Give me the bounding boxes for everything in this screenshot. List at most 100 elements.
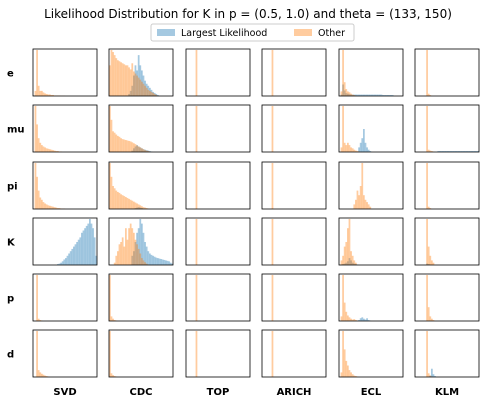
histogram-bar-largest [85,225,88,265]
histogram-bar-other [426,219,428,265]
histogram-bar-largest [451,151,454,152]
histogram-bar-other [144,207,146,209]
histogram-bar-other [355,150,357,152]
histogram-bar-other [271,331,274,377]
histogram-bar-largest [358,147,360,152]
histogram-bar-other [431,151,433,152]
histogram-bar-other [123,196,126,209]
panel-K-klm [414,217,480,266]
panel-background [109,274,173,321]
panel-d-top [185,329,251,378]
histogram-bar-largest [474,151,476,152]
histogram-bar-other [342,255,344,265]
histogram-bar-other [340,91,343,96]
histogram-bar-other [351,374,354,377]
histogram-bar-other [271,275,274,321]
histogram-bar-other [118,136,121,152]
histogram-bar-other [150,91,153,96]
histogram-bar-largest [355,94,357,96]
histogram-bar-other [113,262,116,265]
histogram-bar-largest [475,151,478,152]
panel-e-svd [32,48,98,97]
histogram-bar-largest [383,95,386,96]
histogram-bar-other [350,93,352,96]
histogram-bar-largest [145,83,148,96]
histogram-bar-largest [142,149,145,152]
histogram-bar-other [113,320,116,321]
histogram-bar-other [125,65,127,96]
histogram-bar-other [343,246,346,265]
histogram-bar-other [364,199,367,209]
histogram-bar-other [426,275,428,321]
histogram-bar-other [145,150,148,152]
histogram-bar-other [429,316,432,321]
histogram-bar-other [131,63,134,96]
histogram-bar-largest [443,151,446,152]
row-label-mu: mu [7,125,25,136]
legend-label-largest: Largest Likelihood [181,28,267,39]
histogram-bar-largest [472,151,475,152]
histogram-bar-other [129,199,132,209]
histogram-bar-other [347,365,349,377]
panel-background [415,330,479,377]
histogram-bar-largest [467,151,470,152]
histogram-bar-other [120,242,122,265]
histogram-bar-largest [152,255,154,265]
histogram-bar-other [37,138,40,152]
histogram-bar-largest [137,207,140,209]
panel-background [186,218,250,265]
panel-frame [338,48,404,97]
histogram-bar-largest [351,262,354,265]
histogram-bar-other [57,208,59,209]
histogram-bar-other [49,205,51,209]
histogram-bar-other [39,197,42,209]
histogram-bar-other [149,90,151,96]
histogram-bar-largest [388,95,391,96]
panel-frame [414,273,480,322]
histogram-bar-other [340,147,343,152]
panel-background [109,105,173,152]
histogram-bar-other [118,61,121,96]
histogram-bar-largest [144,242,146,265]
histogram-bar-largest [343,263,346,265]
panel-frame [261,273,327,322]
histogram-bar-largest [466,151,468,152]
histogram-bar-other [195,275,198,321]
histogram-bar-other [342,331,344,377]
histogram-bar-largest [385,95,388,96]
histogram-bar-largest [136,207,138,209]
histogram-bar-other [342,106,344,152]
histogram-bar-other [109,275,111,321]
panel-pi-cdc [108,161,174,210]
histogram-bar-other [427,206,430,209]
histogram-bar-largest [92,228,94,265]
histogram-bar-other [133,71,135,96]
histogram-bar-largest [133,251,135,265]
histogram-bar-other [139,147,142,152]
histogram-bar-other [343,349,346,377]
panel-e-klm [414,48,480,97]
histogram-bar-other [139,79,142,96]
histogram-bar-other [129,223,132,265]
histogram-bar-other [36,50,38,96]
histogram-bar-other [39,142,42,152]
histogram-bar-largest [139,219,142,265]
histogram-bar-largest [440,151,443,152]
panel-p-top [185,273,251,322]
panel-background [109,49,173,96]
histogram-bar-other [52,94,54,96]
histogram-bar-other [427,246,430,265]
panel-frame [185,329,251,378]
panel-pi-klm [414,161,480,210]
histogram-bar-other [45,376,48,377]
histogram-bar-largest [367,94,370,96]
histogram-bar-other [136,145,138,152]
histogram-bar-other [113,188,116,209]
legend-frame [150,23,355,42]
histogram-bar-largest [134,65,137,96]
histogram-bar-largest [128,93,130,96]
histogram-bar-other [117,60,119,96]
histogram-bar-other [39,372,42,377]
histogram-bar-largest [442,151,444,152]
histogram-bar-largest [136,145,138,152]
